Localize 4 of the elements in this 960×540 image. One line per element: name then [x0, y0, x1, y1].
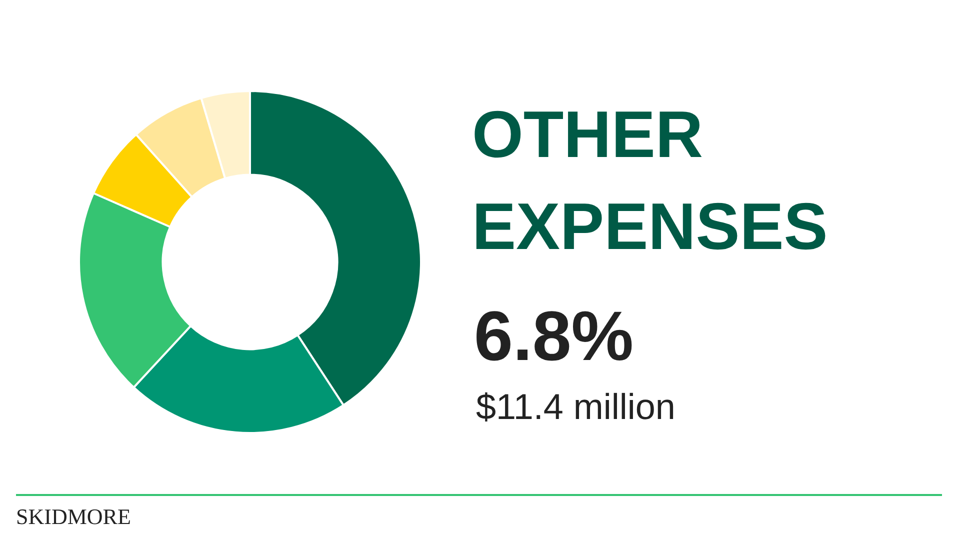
text: $11.4 million — [476, 386, 676, 428]
text: SKIDMORE — [16, 504, 131, 530]
text: 6.8% — [474, 296, 634, 376]
text: OTHER EXPENSES — [472, 96, 829, 265]
